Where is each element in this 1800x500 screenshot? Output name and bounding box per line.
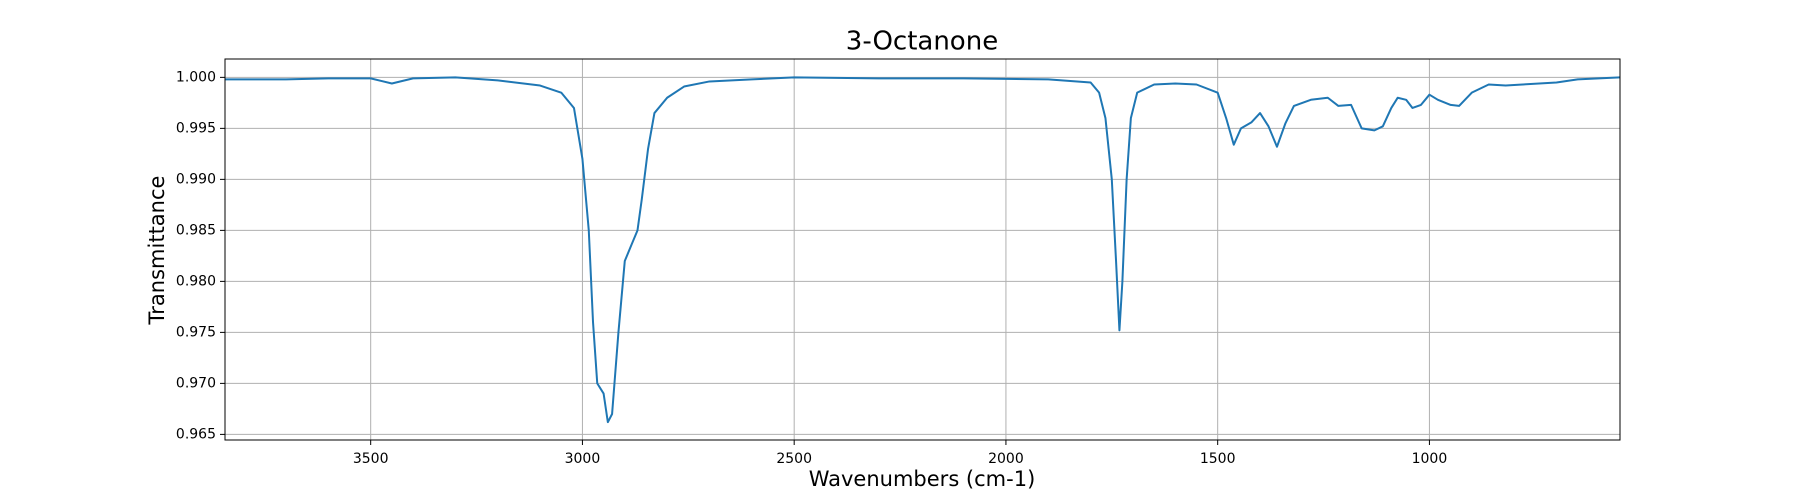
x-tick-label: 1000 [1412,451,1448,467]
y-axis-label: Transmittance [145,176,169,326]
y-tick-label: 0.965 [176,426,216,442]
chart-title: 3-Octanone [846,27,998,57]
y-tick-label: 0.990 [176,171,216,187]
x-axis-label: Wavenumbers (cm-1) [809,467,1036,491]
x-tick-label: 2000 [988,451,1024,467]
y-tick-label: 0.970 [176,375,216,391]
y-tick-label: 1.000 [176,69,216,85]
x-tick-label: 3500 [353,451,389,467]
x-tick-label: 2500 [776,451,812,467]
y-tick-label: 0.975 [176,324,216,340]
y-tick-label: 0.995 [176,120,216,136]
y-tick-label: 0.980 [176,273,216,289]
x-tick-label: 1500 [1200,451,1236,467]
plot-frame [224,58,1621,441]
x-tick-label: 3000 [565,451,601,467]
spectrum-line [225,76,1621,424]
y-tick-label: 0.985 [176,222,216,238]
